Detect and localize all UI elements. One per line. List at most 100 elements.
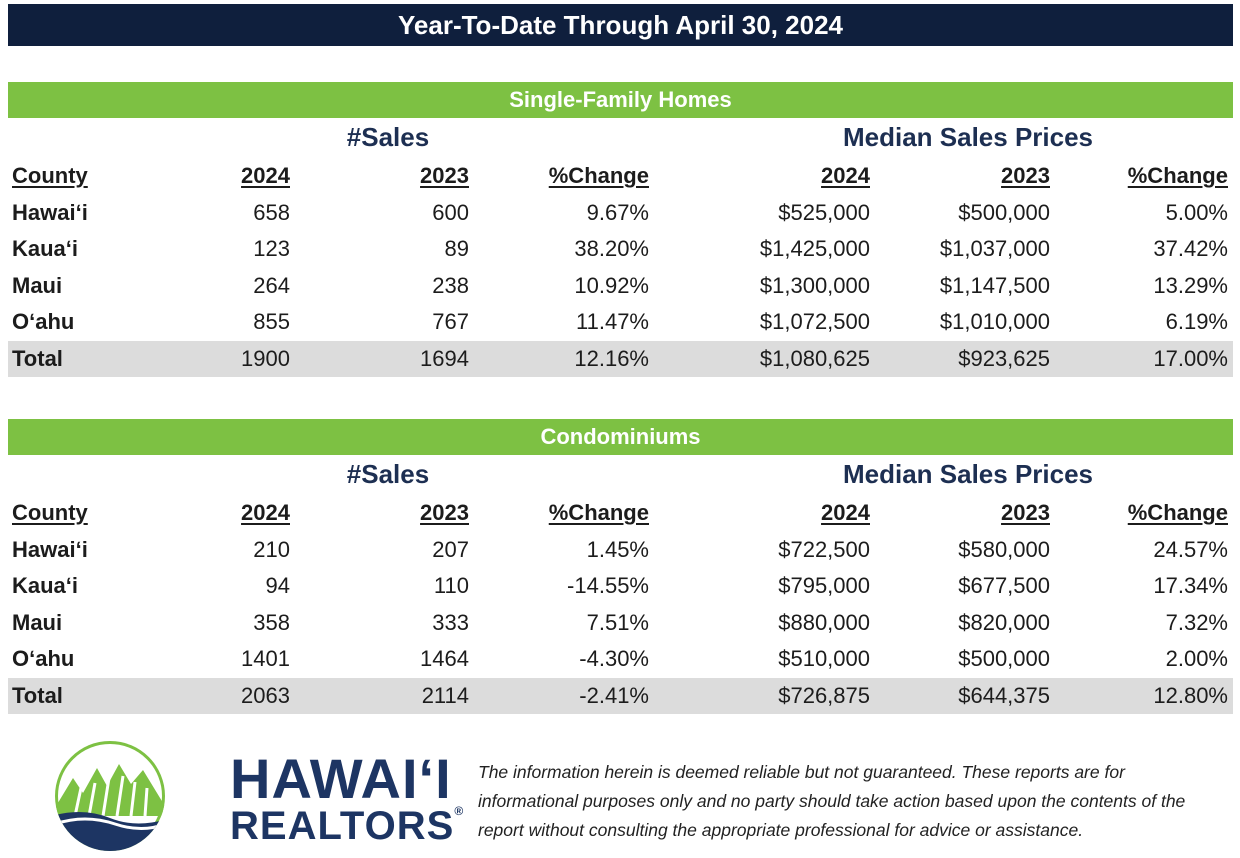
- price-change: 13.29%: [1153, 272, 1228, 298]
- county-name: Maui: [12, 272, 63, 298]
- county-name: Maui: [12, 609, 63, 635]
- sales-2023: 1694: [420, 345, 469, 371]
- total-label: Total: [12, 682, 63, 708]
- table-row: Oʻahu 1401 1464 -4.30% $510,000 $500,000…: [8, 641, 1233, 678]
- table-row: Kauaʻi 94 110 -14.55% $795,000 $677,500 …: [8, 568, 1233, 605]
- sales-2023: 110: [433, 573, 469, 598]
- section-title: Condominiums: [8, 419, 1233, 455]
- total-row: Total 1900 1694 12.16% $1,080,625 $923,6…: [8, 340, 1233, 377]
- price-2023: $500,000: [958, 646, 1050, 671]
- table-row: Maui 264 238 10.92% $1,300,000 $1,147,50…: [8, 268, 1233, 305]
- price-2024: $510,000: [778, 646, 870, 671]
- price-2024: $1,300,000: [759, 272, 870, 298]
- price-2023-header: 2023: [1001, 163, 1050, 188]
- sales-2024: 2063: [241, 682, 290, 708]
- sales-2023: 1464: [420, 646, 469, 671]
- sales-change-header: %Change: [548, 500, 649, 525]
- sales-change-header: %Change: [548, 163, 649, 188]
- condominiums-section: Condominiums #Sales Median Sales Prices …: [8, 419, 1233, 714]
- price-2024: $1,072,500: [759, 309, 870, 334]
- sales-change: 9.67%: [586, 199, 649, 225]
- sales-2023: 238: [432, 272, 469, 298]
- logo-line-1: HAWAIʻI: [230, 747, 452, 810]
- table-row: Hawaiʻi 210 207 1.45% $722,500 $580,000 …: [8, 532, 1233, 569]
- sales-2024: 210: [253, 536, 290, 562]
- prices-group-heading: Median Sales Prices: [842, 459, 1094, 489]
- price-change: 24.57%: [1153, 536, 1228, 562]
- price-change: 6.19%: [1165, 309, 1228, 334]
- county-name: Hawaiʻi: [12, 199, 88, 225]
- sales-change: -14.55%: [567, 573, 649, 598]
- price-2023: $923,625: [958, 345, 1050, 371]
- sales-2023: 333: [432, 609, 469, 635]
- price-2024: $1,080,625: [759, 345, 870, 371]
- sales-2024-header: 2024: [241, 500, 290, 525]
- price-2023: $677,500: [958, 573, 1050, 598]
- report-banner: Year-To-Date Through April 30, 2024: [8, 4, 1233, 46]
- price-2024: $722,500: [778, 536, 870, 562]
- county-name: Hawaiʻi: [12, 536, 88, 562]
- county-name: Oʻahu: [12, 309, 75, 334]
- sales-2024: 264: [253, 272, 290, 298]
- total-row: Total 2063 2114 -2.41% $726,875 $644,375…: [8, 677, 1233, 714]
- sales-group-heading: #Sales: [346, 122, 430, 152]
- price-change: 12.80%: [1153, 682, 1228, 708]
- county-name: Oʻahu: [12, 646, 75, 671]
- sales-2023: 600: [432, 199, 469, 225]
- sales-2023: 89: [444, 236, 469, 261]
- price-change: 17.00%: [1153, 345, 1228, 371]
- sales-2023: 767: [432, 309, 469, 334]
- registered-mark: ®: [454, 804, 465, 818]
- hawaii-realtors-logo: HAWAIʻI REALTORS®: [45, 738, 463, 853]
- sales-2023: 2114: [421, 682, 469, 708]
- sales-2023-header: 2023: [420, 163, 469, 188]
- price-2023: $644,375: [958, 682, 1050, 708]
- sales-2024-header: 2024: [241, 163, 290, 188]
- price-change-header: %Change: [1127, 500, 1228, 525]
- county-header: County: [12, 500, 88, 525]
- sales-2023: 207: [432, 536, 469, 562]
- price-2024: $525,000: [778, 199, 870, 225]
- price-2023-header: 2023: [1001, 500, 1050, 525]
- price-2023: $1,037,000: [939, 236, 1050, 261]
- sales-change: 11.47%: [576, 309, 649, 334]
- county-header: County: [12, 163, 88, 188]
- sales-group-heading: #Sales: [346, 459, 430, 489]
- sales-2024: 358: [253, 609, 290, 635]
- sales-2024: 94: [265, 573, 290, 598]
- price-2024: $726,875: [778, 682, 870, 708]
- column-header-row: County 2024 2023 %Change 2024 2023 %Chan…: [8, 495, 1233, 532]
- county-name: Kauaʻi: [12, 573, 79, 598]
- price-change: 5.00%: [1165, 199, 1228, 225]
- sales-2024: 1401: [241, 646, 290, 671]
- sales-change: 38.20%: [574, 236, 649, 261]
- price-change: 37.42%: [1153, 236, 1228, 261]
- section-title: Single-Family Homes: [8, 82, 1233, 118]
- price-2023: $1,010,000: [939, 309, 1050, 334]
- price-2023: $1,147,500: [939, 272, 1050, 298]
- table-row: Oʻahu 855 767 11.47% $1,072,500 $1,010,0…: [8, 304, 1233, 341]
- prices-group-heading: Median Sales Prices: [842, 122, 1094, 152]
- price-2023: $820,000: [958, 609, 1050, 635]
- price-2023: $580,000: [958, 536, 1050, 562]
- price-2024-header: 2024: [821, 500, 870, 525]
- sales-2024: 855: [253, 309, 290, 334]
- sales-2024: 123: [253, 236, 290, 261]
- sales-change: 10.92%: [574, 272, 649, 298]
- table-row: Kauaʻi 123 89 38.20% $1,425,000 $1,037,0…: [8, 231, 1233, 268]
- price-2024: $795,000: [778, 573, 870, 598]
- sales-change: -2.41%: [579, 682, 649, 708]
- total-label: Total: [12, 345, 63, 371]
- sales-2024: 658: [253, 199, 290, 225]
- sales-2024: 1900: [241, 345, 290, 371]
- group-headings: #Sales Median Sales Prices: [8, 455, 1233, 495]
- logo-line-2-text: REALTORS: [230, 804, 455, 848]
- price-2024: $1,425,000: [759, 236, 870, 261]
- single-family-section: Single-Family Homes #Sales Median Sales …: [8, 82, 1233, 377]
- table-row: Maui 358 333 7.51% $880,000 $820,000 7.3…: [8, 605, 1233, 642]
- price-change: 7.32%: [1165, 609, 1228, 635]
- price-2023: $500,000: [958, 199, 1050, 225]
- sales-change: 1.45%: [586, 536, 649, 562]
- table-row: Hawaiʻi 658 600 9.67% $525,000 $500,000 …: [8, 195, 1233, 232]
- sales-change: -4.30%: [579, 646, 649, 671]
